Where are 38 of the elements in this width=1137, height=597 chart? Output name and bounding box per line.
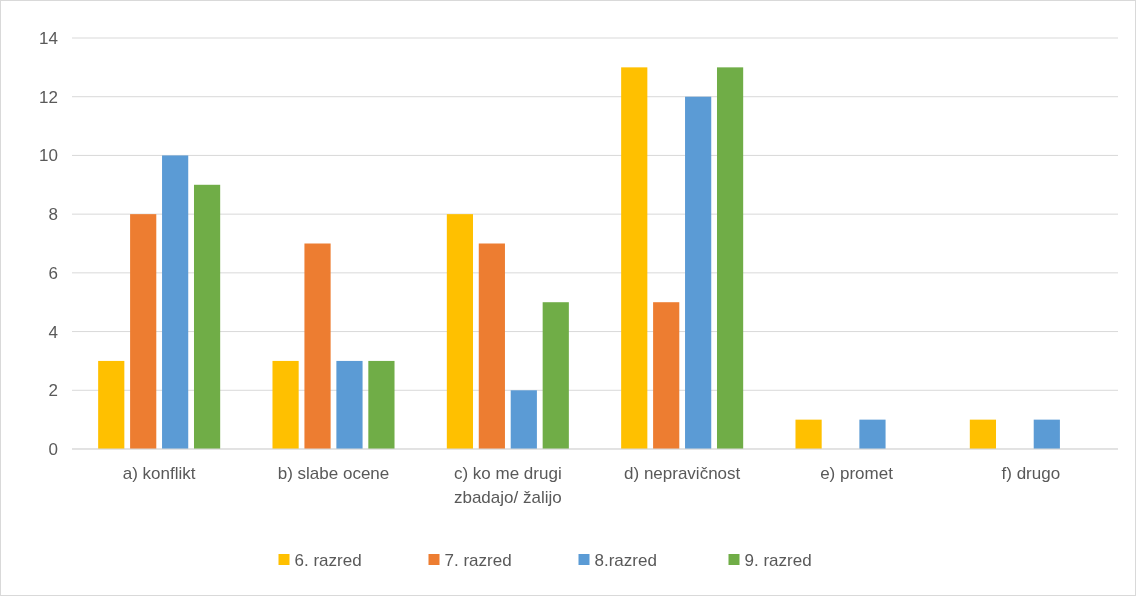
x-tick-label: f) drugo <box>1001 464 1061 483</box>
legend-label: 9. razred <box>744 550 812 570</box>
y-tick-label: 8 <box>48 205 58 225</box>
bar <box>368 360 395 449</box>
x-tick-label: e) promet <box>820 464 894 483</box>
bar <box>304 243 331 449</box>
bar <box>795 419 822 449</box>
bar <box>1033 419 1060 449</box>
bar <box>162 155 189 449</box>
y-tick-label: 4 <box>48 322 58 342</box>
bar <box>478 243 505 449</box>
x-tick-label: d) nepravičnost <box>624 464 741 483</box>
y-tick-label: 10 <box>39 146 58 166</box>
x-tick-label: a) konflikt <box>122 464 196 483</box>
bar <box>193 184 221 449</box>
bar <box>859 419 886 449</box>
bar <box>653 302 680 449</box>
bar <box>446 214 474 449</box>
legend-label: 8.razred <box>594 550 657 570</box>
legend-label: 7. razred <box>444 550 512 570</box>
bar <box>685 96 712 449</box>
bar <box>716 67 744 449</box>
y-tick-label: 14 <box>39 28 58 48</box>
bar <box>272 360 299 449</box>
y-tick-label: 2 <box>48 381 58 401</box>
y-tick-label: 12 <box>39 87 58 107</box>
y-tick-label: 0 <box>48 439 58 459</box>
bar <box>621 67 648 449</box>
bar <box>336 360 363 449</box>
legend-label: 6. razred <box>294 550 362 570</box>
bar <box>542 302 569 449</box>
bar <box>510 390 537 449</box>
x-tick-label: c) ko me drugi zbadajo/ žalijo <box>453 464 562 507</box>
y-tick-label: 6 <box>48 263 58 283</box>
bar <box>98 360 125 449</box>
bar <box>130 214 157 449</box>
x-tick-label: b) slabe ocene <box>277 464 390 483</box>
bar <box>969 419 997 449</box>
